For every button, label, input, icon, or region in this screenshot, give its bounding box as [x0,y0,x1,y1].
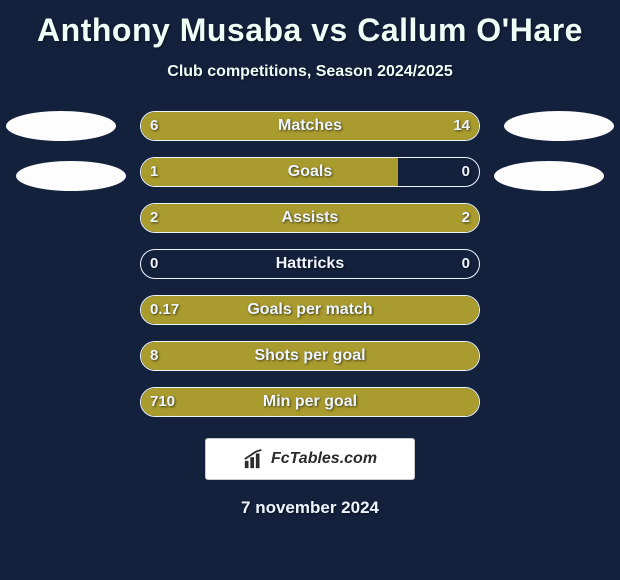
metric-label: Goals [140,157,480,187]
metric-label: Shots per goal [140,341,480,371]
comparison-chart: 614Matches 10Goals 22Assists 00Hattricks 0.1… [0,111,620,417]
metric-label: Matches [140,111,480,141]
page-title: Anthony Musaba vs Callum O'Hare [0,0,620,49]
metric-label: Hattricks [140,249,480,279]
chart-icon [243,448,265,470]
metric-label: Goals per match [140,295,480,325]
brand-badge: FcTables.com [205,438,415,480]
metric-row: 710Min per goal [0,387,620,417]
metric-row: 8Shots per goal [0,341,620,371]
metric-row: 00Hattricks [0,249,620,279]
metric-label: Min per goal [140,387,480,417]
metric-row: 22Assists [0,203,620,233]
metric-label: Assists [140,203,480,233]
brand-text: FcTables.com [271,450,377,468]
metric-row: 10Goals [0,157,620,187]
metric-row: 614Matches [0,111,620,141]
date-label: 7 november 2024 [0,498,620,518]
page-subtitle: Club competitions, Season 2024/2025 [0,63,620,81]
metric-row: 0.17Goals per match [0,295,620,325]
